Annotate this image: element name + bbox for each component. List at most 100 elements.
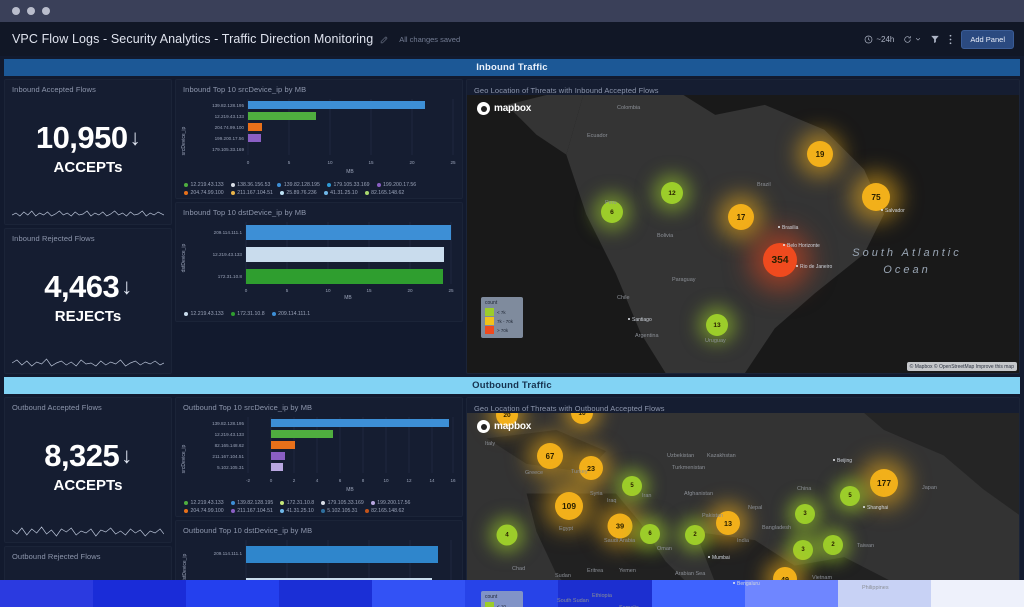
legend-item[interactable]: 139.82.128.195 [277,182,320,188]
legend-item[interactable]: 172.31.10.8 [280,500,314,506]
legend-color-swatch [230,509,235,513]
add-panel-button[interactable]: Add Panel [961,29,1014,49]
map-cluster-marker[interactable]: 5 [840,486,860,506]
map-cluster-marker[interactable]: 19 [807,141,833,167]
legend-item[interactable]: 12.219.43.133 [184,182,224,188]
legend-item[interactable]: 211.167.104.51 [230,508,273,514]
map-country-label: Syria [590,491,603,497]
map-cluster-marker[interactable]: 6 [640,524,660,544]
edit-pencil-icon[interactable] [380,35,389,44]
legend-label: 139.82.128.195 [237,500,274,506]
map-cluster-marker[interactable]: 20 [496,413,518,426]
legend-item[interactable]: 172.31.10.8 [230,311,265,317]
svg-text:MB: MB [344,295,352,300]
legend-item[interactable]: 5.102.105.31 [320,508,358,514]
legend-item[interactable]: 179.105.33.169 [326,182,370,188]
map-cluster-marker[interactable]: 23 [579,456,603,480]
metric-body: 10,950 ↓ ACCEPTs [5,94,171,202]
legend-item[interactable]: 12.219.43.133 [184,311,224,317]
map-canvas-inbound[interactable]: mapbox Colombia Ecuador Peru Brazil Bolivia C… [467,95,1019,373]
panel-inbound-threat-map[interactable]: Geo Location of Threats with Inbound Acc… [466,79,1020,374]
legend-color-swatch [376,183,381,187]
legend-item[interactable]: 204.74.99.100 [184,190,224,196]
map-cluster-marker[interactable]: 6 [601,201,623,223]
map-cluster-marker[interactable]: 109 [555,492,583,520]
map-country-label: Ecuador [587,133,608,139]
map-cluster-marker[interactable]: 67 [537,443,563,469]
panel-title: Inbound Top 10 dstDevice_ip by MB [183,208,307,217]
map-cluster-marker[interactable]: 2 [685,525,705,545]
panel-outbound-threat-map[interactable]: Geo Location of Threats with Outbound Ac… [466,397,1020,607]
map-legend-swatch [485,317,494,325]
metric-value-row: 4,463 ↓ [44,269,132,305]
map-cluster-marker[interactable]: 3 [793,540,813,560]
map-country-label: Turkey [571,469,588,475]
legend-item[interactable]: 82.165.148.62 [364,190,404,196]
legend-item[interactable]: 25.89.76.236 [279,190,317,196]
more-options-control[interactable] [949,34,952,45]
map-cluster-marker[interactable]: 12 [661,182,683,204]
sparkline-outbound-accepted [5,520,171,542]
legend-item[interactable]: 211.167.104.51 [230,190,273,196]
svg-text:209.114.111.1: 209.114.111.1 [214,551,243,556]
metric-value: 10,950 [35,120,128,155]
legend-color-swatch [230,183,235,187]
map-cluster-marker[interactable]: 13 [706,314,728,336]
map-cluster-marker[interactable]: 4 [496,524,518,546]
legend-item[interactable]: 209.114.111.1 [271,311,310,317]
map-city-dot [796,265,798,267]
map-legend-range-label: > 70k [497,327,509,333]
svg-text:6: 6 [339,478,342,483]
legend-item[interactable]: 199.200.17.56 [376,182,416,188]
legend-color-swatch [277,183,282,187]
map-country-label: Paraguay [672,277,696,283]
map-cluster-marker[interactable]: 3 [795,504,815,524]
legend-item[interactable]: 139.82.128.195 [230,500,274,506]
map-cluster-marker[interactable]: 13 [716,511,740,535]
map-country-label: Taiwan [857,543,875,549]
map-country-label: Kazakhstan [707,453,736,459]
map-cluster-marker[interactable]: 75 [862,183,890,211]
window-close-dot[interactable] [12,7,20,15]
map-city-dot [881,209,883,211]
time-range-control[interactable]: ~24h [864,35,894,44]
window-minimize-dot[interactable] [27,7,35,15]
map-cluster-marker[interactable]: 5 [622,476,642,496]
inbound-metrics-column: Inbound Accepted Flows 10,950 ↓ ACCEPTs … [4,79,172,374]
save-status-text: All changes saved [399,34,461,44]
map-cluster-marker[interactable]: 10 [571,413,593,424]
refresh-control[interactable] [903,35,921,44]
map-canvas-outbound[interactable]: mapbox Italy Greece Turkey Syria Iraq Iran Tur… [467,413,1019,607]
map-legend-row: < 7k [485,308,519,316]
map-cluster-marker[interactable]: 177 [870,469,898,497]
map-cluster-marker[interactable]: 354 [763,243,797,277]
legend-item[interactable]: 41.31.25.10 [279,508,314,514]
svg-text:204.74.99.100: 204.74.99.100 [215,125,245,130]
legend-item[interactable]: 82.165.148.62 [364,508,404,514]
map-city-dot [733,582,735,584]
legend-item[interactable]: 179.105.33.169 [321,500,364,506]
map-cluster-marker[interactable]: 2 [823,535,843,555]
filter-control[interactable] [930,34,940,44]
gradient-segment [93,580,187,607]
svg-text:MB: MB [346,169,354,175]
legend-item[interactable]: 199.200.17.56 [370,500,410,506]
legend-item[interactable]: 138.36.156.53 [230,182,270,188]
map-legend-title: count [485,300,498,306]
legend-item[interactable]: 41.31.25.10 [323,190,358,196]
panel-title: Inbound Accepted Flows [12,85,96,94]
ocean-label: South Atlantic Ocean [852,247,962,276]
gradient-segment [651,580,745,607]
window-maximize-dot[interactable] [42,7,50,15]
svg-text:-2: -2 [246,478,251,483]
legend-item[interactable]: 12.219.43.133 [184,500,224,506]
panel-title: Outbound Accepted Flows [12,403,102,412]
legend-label: 12.219.43.133 [190,500,224,506]
map-attribution[interactable]: © Mapbox © OpenStreetMap Improve this ma… [906,362,1017,371]
legend-item[interactable]: 204.74.99.100 [184,508,224,514]
mapbox-mark-icon [477,102,490,115]
map-legend-range-label: 7k - 70k [497,318,514,324]
map-cluster-marker[interactable]: 17 [728,204,754,230]
svg-text:MB: MB [346,487,354,493]
map-cluster-marker[interactable]: 39 [607,513,633,539]
